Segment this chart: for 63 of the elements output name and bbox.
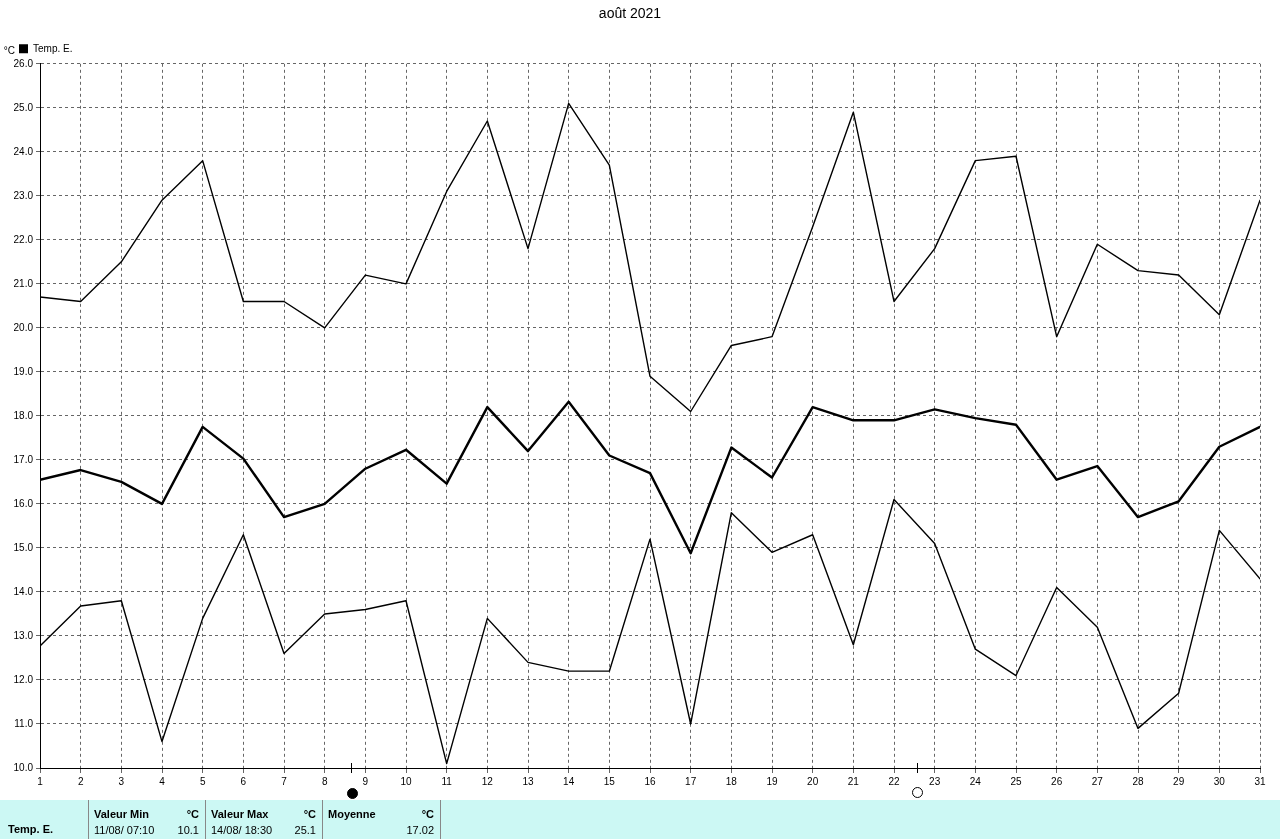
- y-tick-label: 15.0: [13, 541, 34, 553]
- x-tick-label: 5: [199, 775, 206, 787]
- y-tick-label: 12.0: [13, 673, 34, 685]
- y-tick-label: 26.0: [13, 57, 34, 69]
- text: Valeur Max: [211, 808, 269, 820]
- x-tick-label: 28: [1132, 775, 1144, 787]
- text: Temp. E.: [8, 823, 54, 835]
- text: °C: [421, 808, 434, 820]
- y-tick-label: 24.0: [13, 145, 34, 157]
- text: 14/08/ 18:30: [211, 824, 273, 836]
- x-tick-label: 1: [37, 775, 44, 787]
- text: Moyenne: [328, 808, 376, 820]
- x-tick-label: 19: [766, 775, 778, 787]
- x-tick-label: 24: [969, 775, 982, 787]
- x-tick-label: 22: [888, 775, 900, 787]
- x-tick-label: 12: [481, 775, 494, 787]
- text: 11/08/ 07:10: [94, 824, 155, 836]
- y-tick-label: 18.0: [13, 409, 34, 421]
- x-tick-label: 21: [847, 775, 860, 787]
- x-tick-label: 14: [563, 775, 575, 787]
- x-tick-label: 7: [281, 775, 288, 787]
- x-tick-label: 8: [321, 775, 328, 787]
- y-tick-label: 21.0: [13, 277, 34, 289]
- x-tick-label: 25: [1010, 775, 1022, 787]
- x-tick-label: 17: [685, 775, 697, 787]
- x-tick-label: 20: [807, 775, 819, 787]
- y-axis-title: °C: [3, 44, 15, 56]
- x-tick-label: 3: [118, 775, 125, 787]
- y-tick-label: 14.0: [13, 585, 34, 597]
- x-tick-label: 30: [1213, 775, 1226, 787]
- x-tick-label: 10: [400, 775, 412, 787]
- y-tick-label: 25.0: [13, 101, 34, 113]
- y-tick-label: 10.0: [13, 761, 34, 773]
- x-tick-label: 4: [159, 775, 166, 787]
- x-tick-label: 2: [77, 775, 84, 787]
- text: °C: [186, 808, 199, 820]
- x-tick-label: 9: [362, 775, 369, 787]
- x-tick-label: 27: [1091, 775, 1104, 787]
- x-tick-label: 6: [240, 775, 247, 787]
- y-tick-label: 22.0: [13, 233, 34, 245]
- text: 10.1: [177, 824, 199, 836]
- text: Valeur Min: [94, 808, 150, 820]
- x-tick-label: 18: [725, 775, 738, 787]
- x-tick-label: 11: [441, 775, 453, 787]
- chart-title: août 2021: [598, 5, 662, 22]
- y-tick-label: 16.0: [13, 497, 34, 509]
- x-tick-label: 16: [644, 775, 656, 787]
- text: 17.02: [406, 824, 434, 836]
- y-tick-label: 11.0: [14, 717, 34, 729]
- y-tick-label: 23.0: [13, 189, 34, 201]
- y-tick-label: 20.0: [13, 321, 34, 333]
- x-tick-label: 26: [1051, 775, 1063, 787]
- y-tick-label: 17.0: [13, 453, 34, 465]
- x-tick-label: 29: [1173, 775, 1185, 787]
- y-tick-label: 19.0: [13, 365, 34, 377]
- text: 25.1: [294, 824, 316, 836]
- x-tick-label: 23: [929, 775, 941, 787]
- x-tick-label: 15: [603, 775, 616, 787]
- text: °C: [303, 808, 316, 820]
- x-tick-label: 31: [1254, 775, 1266, 787]
- y-tick-label: 13.0: [13, 629, 34, 641]
- legend-label: Temp. E.: [33, 42, 73, 54]
- x-tick-label: 13: [522, 775, 534, 787]
